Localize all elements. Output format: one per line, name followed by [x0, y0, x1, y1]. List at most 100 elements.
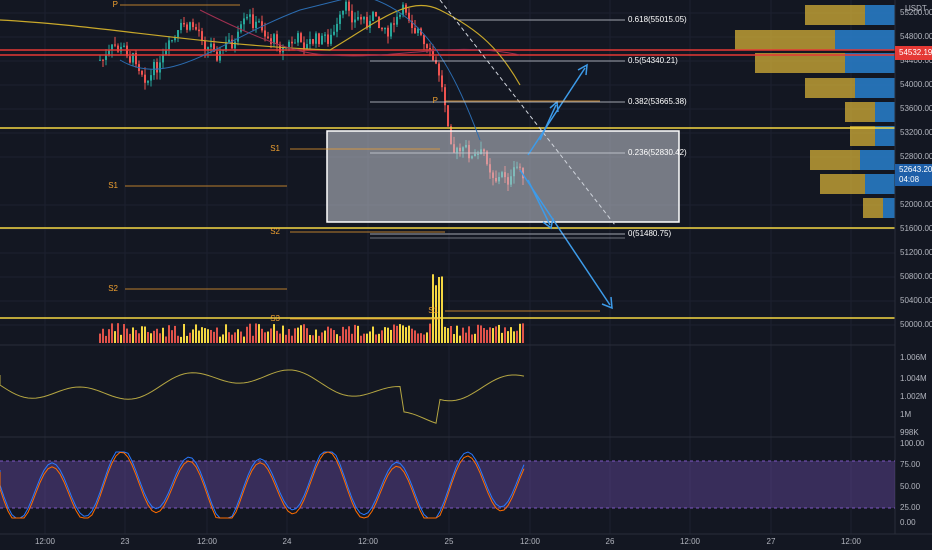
volume-bar	[198, 330, 200, 343]
candle	[108, 50, 110, 56]
candle	[306, 44, 308, 50]
time-label: 24	[283, 537, 292, 546]
time-label: 12:00	[197, 537, 218, 546]
volume-bar	[471, 334, 473, 343]
candle	[321, 35, 323, 45]
volume-bar	[417, 333, 419, 343]
candle	[141, 70, 143, 75]
volume-bar	[174, 325, 176, 343]
time-label: 25	[445, 537, 454, 546]
candle	[333, 31, 335, 35]
pivot-label: P	[113, 0, 118, 9]
stoch-d	[0, 451, 525, 519]
volume-bar	[300, 325, 302, 343]
candle	[375, 11, 377, 17]
candle	[414, 27, 416, 34]
volume-bar	[336, 334, 338, 343]
last-price: 52643.20	[899, 165, 932, 174]
candle	[228, 39, 230, 43]
candle	[168, 40, 170, 50]
candle	[264, 30, 266, 37]
profile-bar	[883, 198, 895, 218]
pivot-label: S3	[270, 314, 280, 323]
candle	[444, 87, 446, 106]
volume-bar	[432, 274, 434, 343]
alert-tag: 54532.19	[899, 48, 932, 57]
candle	[261, 21, 263, 31]
candle	[372, 11, 374, 21]
candle	[216, 51, 218, 61]
candle	[207, 47, 209, 50]
volume-bar	[288, 329, 290, 343]
volume-bar	[414, 330, 416, 343]
volume-bar	[297, 327, 299, 343]
time-label: 12:00	[841, 537, 862, 546]
volume-bar	[285, 334, 287, 343]
candle	[171, 40, 173, 42]
volume-bar	[378, 333, 380, 343]
candle	[441, 75, 443, 88]
fib-label: 0.618(55015.05)	[628, 15, 687, 24]
candle	[270, 38, 272, 44]
time-label: 27	[767, 537, 776, 546]
candle	[294, 42, 296, 44]
candle	[177, 30, 179, 37]
candle	[297, 33, 299, 43]
volume-bar	[318, 335, 320, 343]
stoch-band	[0, 461, 895, 508]
price-label: 51200.00	[900, 248, 932, 257]
candle	[309, 39, 311, 45]
pivot-label: S2	[270, 227, 280, 236]
candle	[396, 16, 398, 25]
volume-bar	[402, 325, 404, 343]
candle	[192, 22, 194, 28]
pivot-label: P	[433, 96, 438, 105]
candle	[162, 54, 164, 63]
volume-bar	[201, 327, 203, 343]
currency-label: USDT	[905, 4, 927, 13]
candle	[219, 50, 221, 61]
candle	[435, 60, 437, 64]
volume-bar	[459, 335, 461, 343]
candle	[114, 44, 116, 46]
candle	[279, 44, 281, 53]
candle	[384, 27, 386, 30]
volume-bar	[255, 323, 257, 343]
price-label: 50800.00	[900, 272, 932, 281]
volume-bar	[180, 336, 182, 343]
volume-bar	[102, 328, 104, 343]
volume-bar	[312, 335, 314, 343]
candle	[315, 33, 317, 44]
candle	[180, 22, 182, 31]
volume-bar	[168, 325, 170, 343]
volume-bar	[294, 328, 296, 343]
volume-bar	[309, 334, 311, 343]
volume-bar	[117, 323, 119, 343]
volume-bar	[384, 327, 386, 343]
candle	[195, 27, 197, 30]
stoch-label: 75.00	[900, 460, 921, 469]
candle	[447, 105, 449, 127]
volume-profile	[735, 5, 895, 218]
volume-bar	[228, 332, 230, 343]
candle	[204, 40, 206, 50]
candle	[381, 28, 383, 30]
volume-bar	[234, 332, 236, 343]
volume-bar	[507, 331, 509, 343]
profile-bar	[735, 30, 835, 50]
candle	[174, 36, 176, 41]
volume-bars	[99, 274, 524, 343]
candle	[360, 17, 362, 20]
indicator-label: 998K	[900, 428, 919, 437]
countdown: 04:08	[899, 175, 920, 184]
volume-bar	[165, 336, 167, 343]
oscillators	[0, 369, 525, 519]
volume-bar	[447, 328, 449, 343]
volume-bar	[267, 331, 269, 343]
volume-bar	[204, 328, 206, 343]
profile-bar	[845, 53, 895, 73]
volume-bar	[456, 325, 458, 343]
candle	[183, 22, 185, 25]
volume-bar	[153, 330, 155, 343]
candle	[126, 45, 128, 57]
